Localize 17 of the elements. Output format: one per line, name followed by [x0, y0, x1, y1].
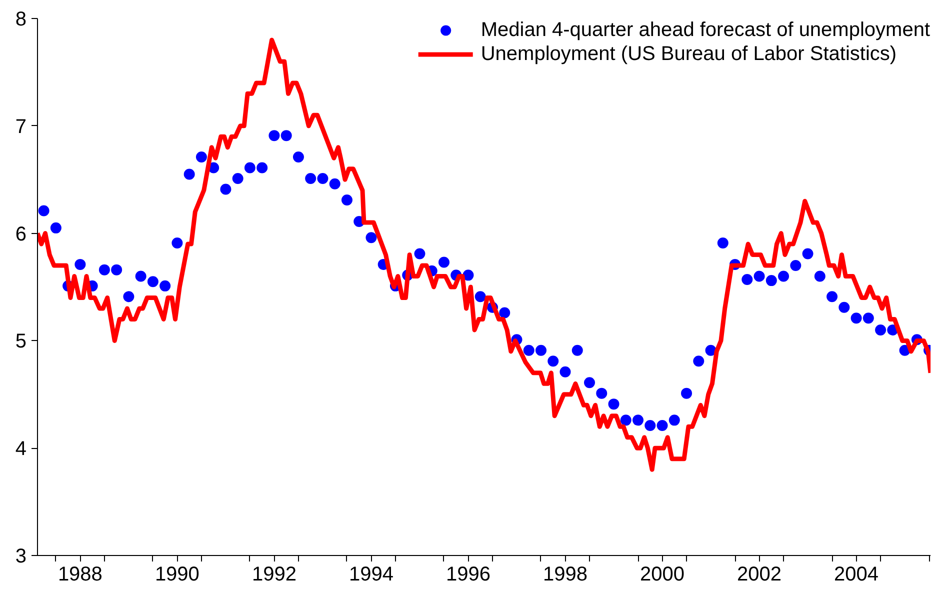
x-tick-label: 2002 [737, 564, 782, 586]
x-tick-label: 1988 [58, 564, 102, 586]
legend-label: Median 4-quarter ahead forecast of unemployment [480, 18, 930, 42]
y-tick-label: 6 [15, 223, 26, 246]
x-tick-label: 2004 [834, 564, 879, 586]
y-tick-label: 3 [15, 546, 26, 568]
x-tick-label: 1992 [252, 564, 296, 586]
x-tick-label: 1994 [348, 564, 394, 586]
x-tick-label: 1996 [446, 564, 490, 586]
x-tick-label: 1998 [543, 564, 588, 586]
y-tick-label: 5 [15, 330, 26, 353]
y-tick-label: 8 [15, 8, 26, 30]
y-tick-label: 7 [15, 116, 26, 138]
y-tick-label: 4 [15, 438, 26, 460]
x-tick-label: 1990 [154, 564, 200, 586]
legend-label: Unemployment (US Bureau of Labor Statistics) [480, 42, 897, 66]
x-tick-label: 2000 [640, 564, 685, 586]
